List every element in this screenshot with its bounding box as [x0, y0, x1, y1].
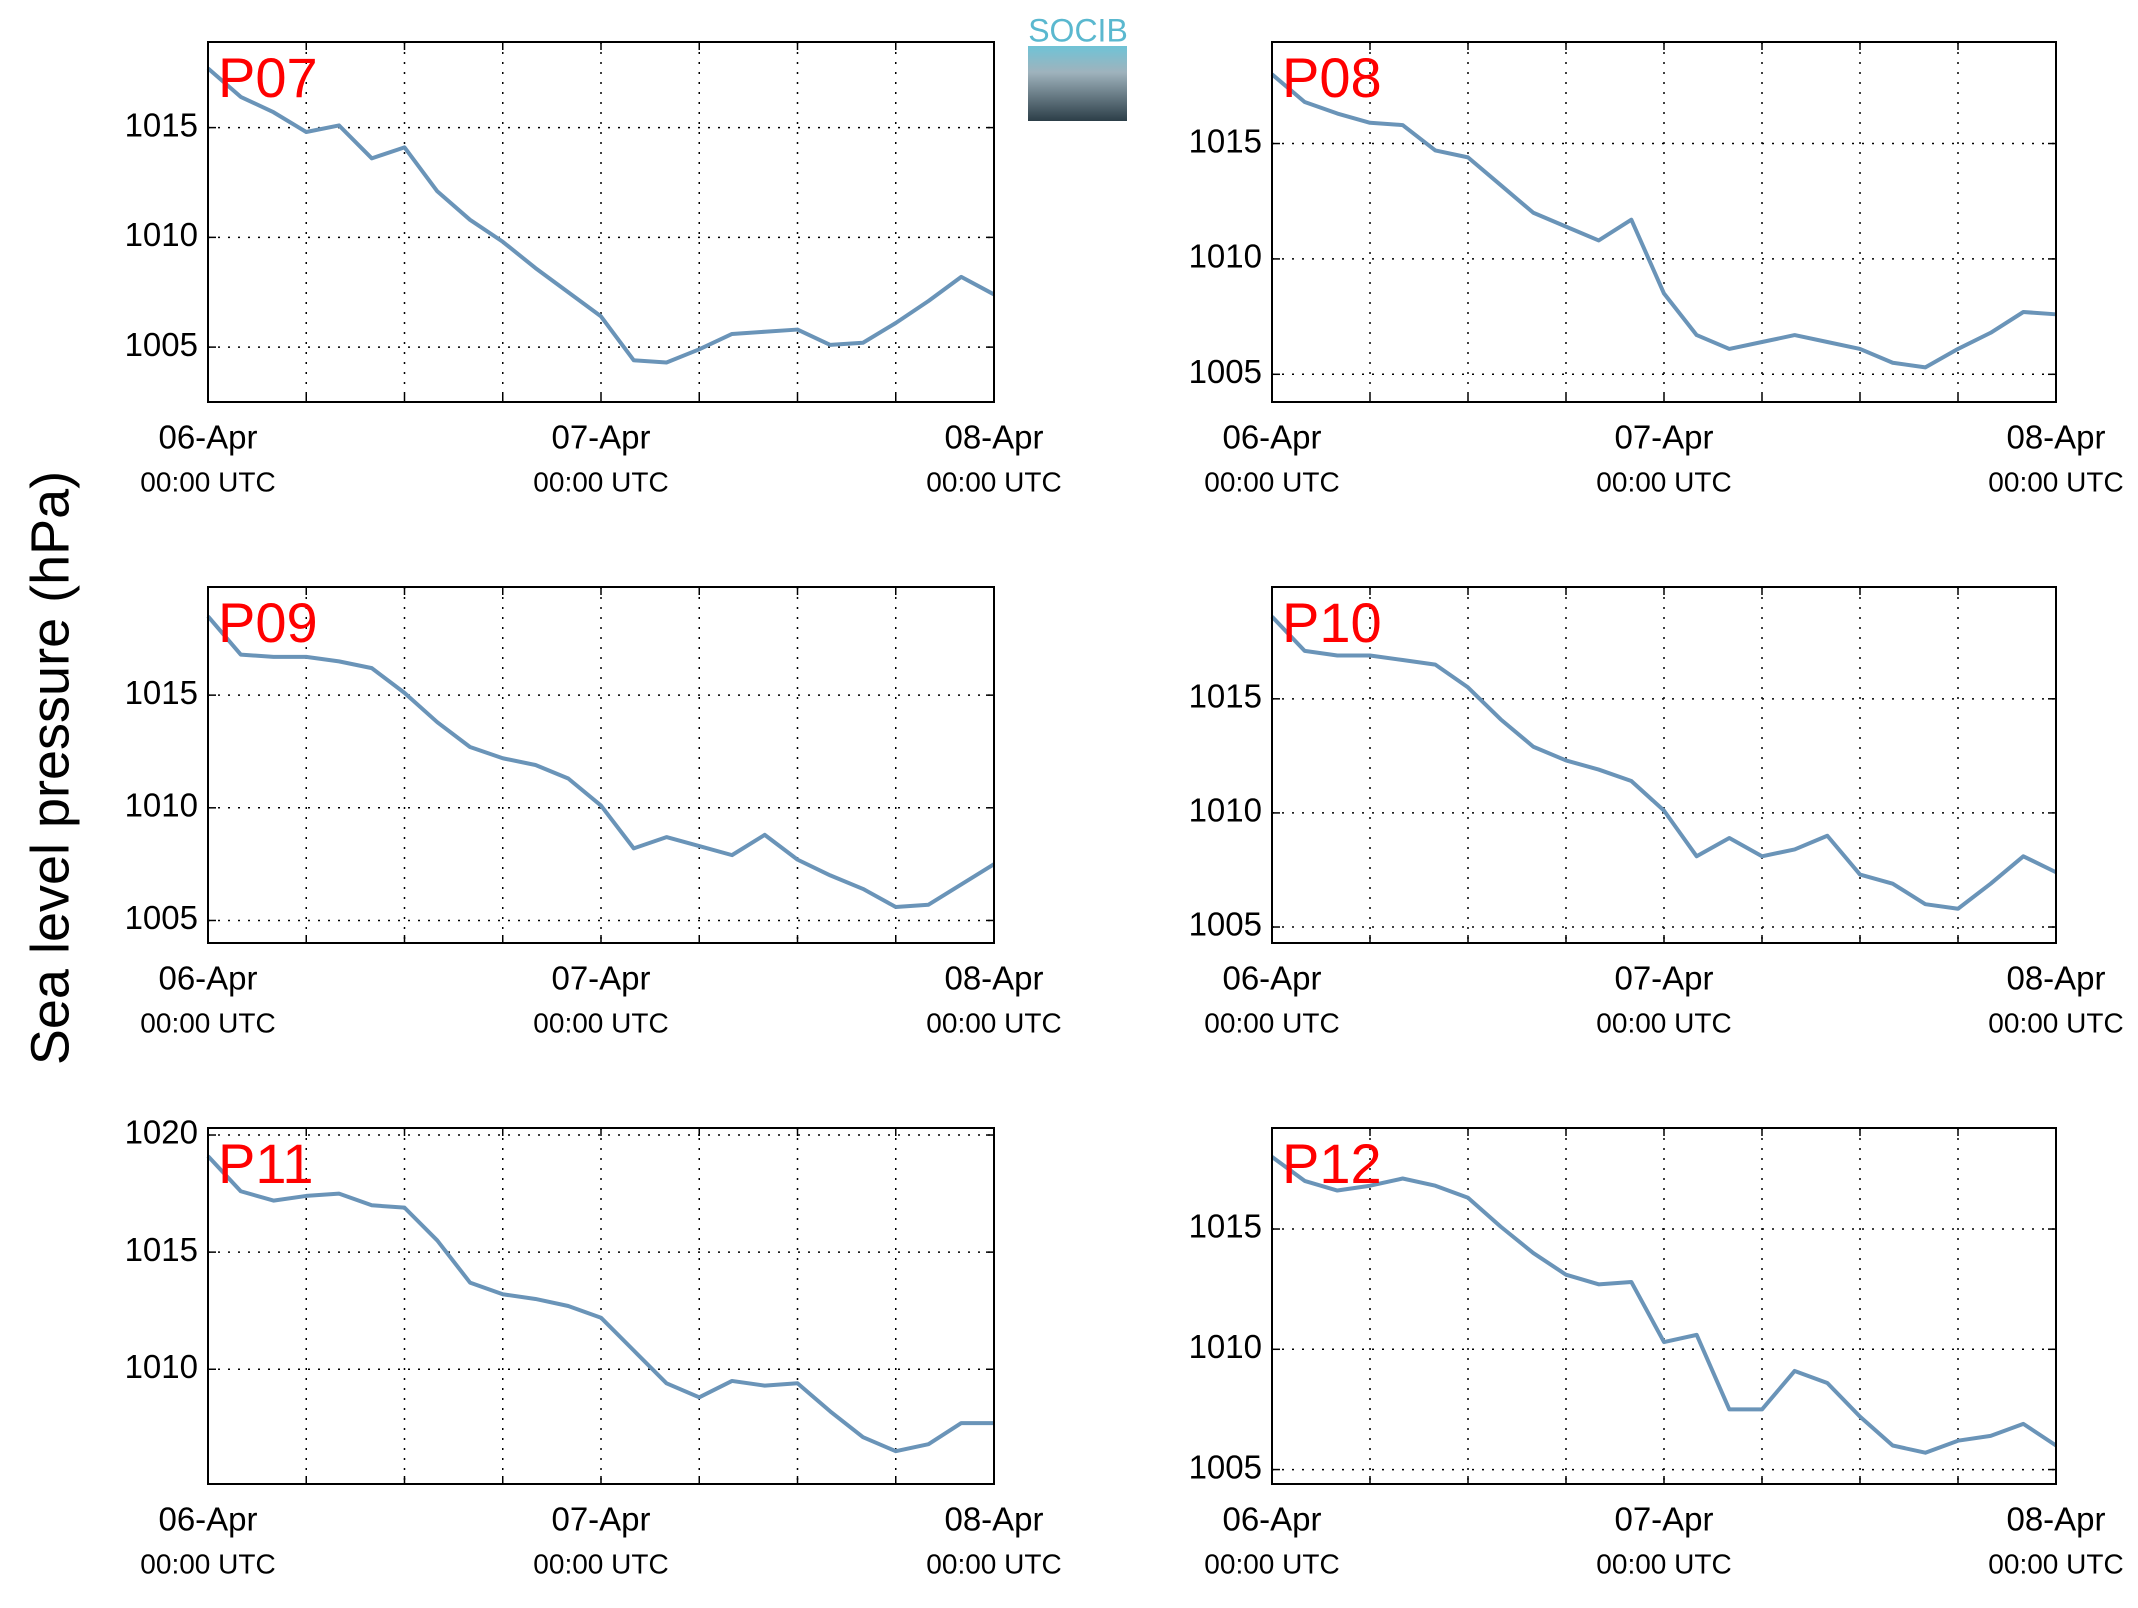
y-tick-label: 1015 — [125, 1231, 198, 1268]
x-tick-sublabel: 00:00 UTC — [1596, 466, 1731, 497]
x-tick-label: 07-Apr — [1614, 1501, 1713, 1538]
x-tick-sublabel: 00:00 UTC — [533, 466, 668, 497]
x-tick-sublabel: 00:00 UTC — [1596, 1548, 1731, 1579]
pressure-line — [1270, 72, 2057, 370]
panel-title: P10 — [1282, 591, 1382, 654]
y-tick-label: 1010 — [1189, 238, 1262, 275]
y-tick-label: 1005 — [1189, 353, 1262, 390]
x-tick-label: 06-Apr — [1222, 1501, 1321, 1538]
x-tick-sublabel: 00:00 UTC — [140, 466, 275, 497]
x-tick-sublabel: 00:00 UTC — [140, 1548, 275, 1579]
x-tick-label: 08-Apr — [944, 1501, 1043, 1538]
y-tick-label: 1010 — [1189, 792, 1262, 829]
y-tick-label: 1015 — [1189, 122, 1262, 159]
axes-frame — [1271, 41, 2057, 403]
panel-title: P12 — [1282, 1132, 1382, 1195]
panel-title: P11 — [218, 1132, 313, 1195]
y-tick-label: 1010 — [125, 1348, 198, 1385]
x-tick-sublabel: 00:00 UTC — [533, 1548, 668, 1579]
y-tick-label: 1010 — [125, 216, 198, 253]
x-tick-sublabel: 00:00 UTC — [1204, 1548, 1339, 1579]
y-tick-label: 1005 — [125, 326, 198, 363]
x-tick-label: 06-Apr — [158, 1501, 257, 1538]
pressure-line — [206, 66, 995, 365]
x-tick-label: 08-Apr — [944, 960, 1043, 997]
x-tick-label: 07-Apr — [1614, 960, 1713, 997]
x-tick-label: 06-Apr — [1222, 960, 1321, 997]
x-tick-label: 08-Apr — [2006, 419, 2105, 456]
x-tick-sublabel: 00:00 UTC — [926, 1548, 1061, 1579]
x-tick-sublabel: 00:00 UTC — [1204, 466, 1339, 497]
y-tick-label: 1010 — [1189, 1328, 1262, 1365]
x-tick-sublabel: 00:00 UTC — [140, 1007, 275, 1038]
pressure-line — [206, 1154, 994, 1454]
axes-frame — [207, 586, 995, 944]
x-tick-label: 07-Apr — [1614, 419, 1713, 456]
x-tick-label: 07-Apr — [551, 1501, 650, 1538]
logo-text: SOCIB — [1028, 12, 1128, 48]
y-tick-label: 1015 — [125, 106, 198, 143]
panel-title: P07 — [218, 46, 318, 109]
y-tick-label: 1015 — [1189, 1208, 1262, 1245]
x-tick-label: 08-Apr — [2006, 1501, 2105, 1538]
y-tick-label: 1015 — [125, 674, 198, 711]
y-tick-label: 1005 — [1189, 1448, 1262, 1485]
pressure-line — [1270, 615, 2057, 911]
y-tick-label: 1005 — [1189, 906, 1262, 943]
x-tick-sublabel: 00:00 UTC — [1204, 1007, 1339, 1038]
axes-frame — [207, 1127, 995, 1485]
x-tick-label: 06-Apr — [158, 419, 257, 456]
pressure-line — [206, 614, 996, 909]
y-tick-label: 1020 — [125, 1114, 198, 1151]
x-tick-sublabel: 00:00 UTC — [926, 466, 1061, 497]
x-tick-label: 06-Apr — [1222, 419, 1321, 456]
y-axis-label: Sea level pressure (hPa) — [20, 471, 80, 1065]
x-tick-label: 07-Apr — [551, 419, 650, 456]
x-tick-label: 08-Apr — [2006, 960, 2105, 997]
x-tick-sublabel: 00:00 UTC — [1988, 1548, 2123, 1579]
y-tick-label: 1015 — [1189, 678, 1262, 715]
x-tick-label: 08-Apr — [944, 419, 1043, 456]
x-tick-sublabel: 00:00 UTC — [1988, 466, 2123, 497]
panel-title: P09 — [218, 591, 318, 654]
axes-frame — [1271, 1127, 2057, 1485]
panel-title: P08 — [1282, 46, 1382, 109]
axes-frame — [207, 41, 995, 403]
x-tick-sublabel: 00:00 UTC — [533, 1007, 668, 1038]
pressure-line — [1270, 1155, 2058, 1455]
x-tick-label: 07-Apr — [551, 960, 650, 997]
logo-box — [1028, 46, 1127, 121]
x-tick-sublabel: 00:00 UTC — [926, 1007, 1061, 1038]
x-tick-sublabel: 00:00 UTC — [1596, 1007, 1731, 1038]
x-tick-label: 06-Apr — [158, 960, 257, 997]
x-tick-sublabel: 00:00 UTC — [1988, 1007, 2123, 1038]
y-tick-label: 1010 — [125, 787, 198, 824]
y-tick-label: 1005 — [125, 899, 198, 936]
axes-frame — [1271, 586, 2057, 944]
